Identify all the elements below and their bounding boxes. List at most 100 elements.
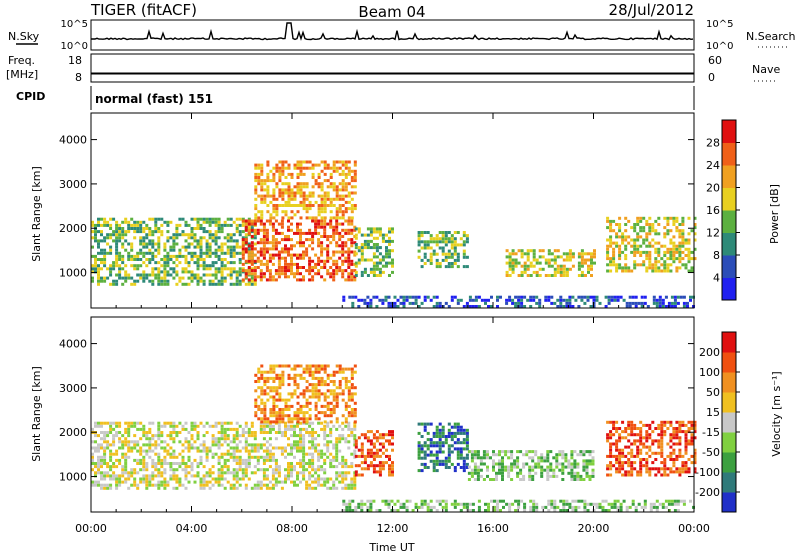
echo-cell [621, 454, 625, 458]
echo-cell [262, 241, 266, 245]
echo-cell [495, 453, 498, 457]
echo-cell [341, 247, 345, 251]
echo-cell [296, 483, 299, 487]
echo-cell [97, 264, 100, 268]
echo-cell [229, 248, 233, 252]
echo-cell [676, 509, 680, 512]
echo-cell [471, 305, 475, 308]
nsearch-label: N.Search [746, 30, 796, 43]
echo-cell [238, 455, 242, 459]
echo-cell [287, 204, 291, 207]
echo-cell [293, 427, 296, 431]
echo-cell [106, 465, 110, 469]
echo-cell [462, 456, 466, 460]
echo-cell [526, 252, 530, 256]
echo-cell [666, 263, 670, 267]
echo-cell [672, 451, 676, 455]
echo-cell [172, 427, 176, 431]
echo-cell [314, 364, 318, 368]
echo-cell [514, 301, 518, 305]
echo-cell [202, 230, 206, 234]
echo-cell [438, 240, 442, 244]
echo-cell [643, 295, 647, 299]
echo-cell [160, 258, 164, 261]
echo-cell [522, 465, 526, 469]
echo-cell [429, 237, 433, 241]
echo-cell [272, 179, 276, 183]
echo-cell [106, 434, 110, 438]
echo-cell [284, 401, 288, 405]
echo-cell [284, 474, 287, 478]
echo-cell [456, 453, 460, 457]
echo-cell [681, 263, 685, 267]
echo-cell [175, 223, 179, 227]
echo-cell [462, 240, 466, 244]
echo-cell [420, 499, 424, 503]
echo-cell [467, 478, 471, 481]
echo-cell [302, 376, 306, 380]
echo-cell [103, 236, 107, 240]
echo-cell [534, 450, 538, 454]
echo-cell [378, 442, 382, 446]
echo-cell [280, 250, 284, 254]
echo-cell [97, 443, 100, 447]
echo-cell [684, 470, 688, 474]
echo-cell [450, 438, 454, 442]
echo-cell [678, 250, 682, 254]
echo-cell [314, 446, 318, 450]
echo-cell [574, 499, 578, 503]
echo-cell [372, 243, 376, 246]
echo-cell [332, 269, 336, 273]
echo-cell [220, 471, 224, 475]
echo-cell [109, 282, 113, 286]
echo-cell [465, 438, 469, 442]
echo-cell [272, 411, 276, 415]
echo-cell [624, 244, 628, 248]
echo-cell [329, 225, 333, 229]
nsky-tick-bottom: 10^0 [61, 41, 88, 52]
echo-cell [287, 471, 290, 475]
echo-cell [408, 499, 412, 503]
echo-cell [438, 246, 442, 250]
echo-cell [496, 298, 499, 302]
echo-cell [275, 420, 279, 424]
echo-cell [214, 282, 218, 286]
echo-cell [193, 276, 197, 280]
echo-cell [284, 398, 288, 402]
echo-cell [529, 505, 533, 509]
echo-cell [223, 220, 227, 224]
echo-cell [311, 266, 315, 269]
echo-cell [672, 433, 676, 437]
echo-cell [543, 459, 547, 463]
echo-cell [190, 434, 194, 438]
echo-cell [618, 257, 622, 261]
echo-cell [353, 278, 357, 282]
echo-cell [317, 474, 321, 478]
echo-cell [118, 437, 122, 441]
echo-cell [106, 233, 110, 237]
echo-cell [320, 452, 324, 456]
echo-cell [516, 465, 520, 469]
echo-cell [250, 443, 254, 447]
echo-cell [335, 458, 339, 462]
echo-cell [663, 423, 667, 427]
echo-cell [115, 465, 119, 469]
echo-cell [115, 223, 119, 227]
echo-cell [465, 301, 469, 305]
echo-cell [229, 282, 233, 286]
echo-cell [145, 251, 149, 255]
echo-cell [441, 252, 445, 256]
echo-cell [193, 273, 197, 277]
echo-cell [302, 204, 306, 207]
echo-cell [293, 262, 296, 266]
echo-cell [250, 269, 254, 273]
echo-cell [293, 414, 297, 418]
echo-cell [229, 486, 233, 490]
echo-cell [388, 464, 391, 468]
echo-cell [136, 273, 140, 277]
echo-cell [347, 389, 351, 393]
echo-cell [238, 477, 242, 481]
echo-cell [342, 295, 346, 299]
echo-cell [169, 477, 173, 481]
echo-cell [112, 233, 116, 237]
